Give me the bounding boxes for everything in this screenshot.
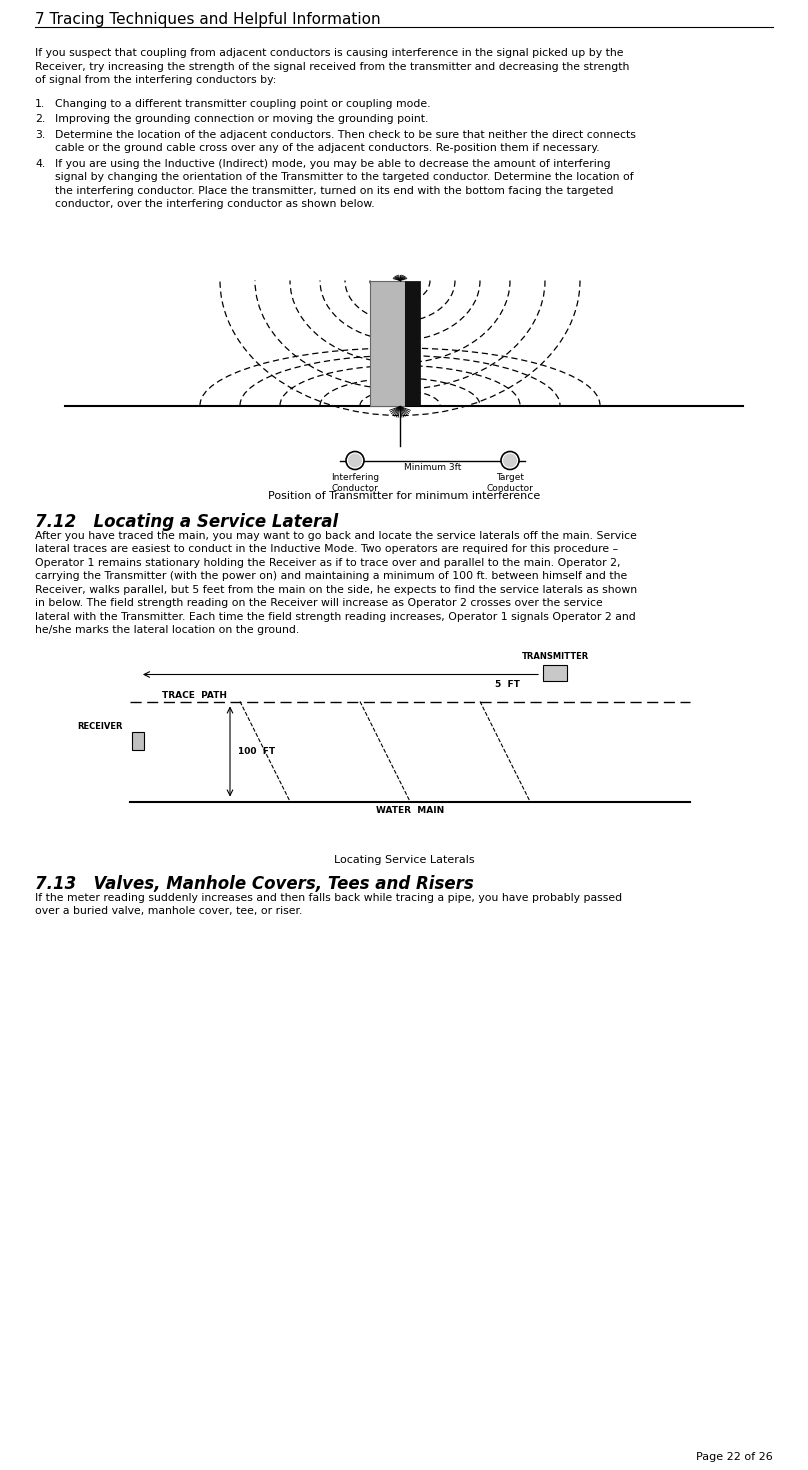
Text: signal by changing the orientation of the Transmitter to the targeted conductor.: signal by changing the orientation of th…: [55, 172, 633, 182]
Bar: [370, 281, 405, 406]
Text: Page 22 of 26: Page 22 of 26: [696, 1452, 773, 1463]
Text: TRACE  PATH: TRACE PATH: [162, 691, 228, 700]
Text: If you suspect that coupling from adjacent conductors is causing interference in: If you suspect that coupling from adjace…: [35, 49, 624, 57]
Text: 7 Tracing Techniques and Helpful Information: 7 Tracing Techniques and Helpful Informa…: [35, 12, 381, 26]
Text: If you are using the Inductive (Indirect) mode, you may be able to decrease the : If you are using the Inductive (Indirect…: [55, 159, 611, 169]
Text: 2.: 2.: [35, 115, 45, 123]
Text: he/she marks the lateral location on the ground.: he/she marks the lateral location on the…: [35, 625, 299, 635]
Text: in below. The field strength reading on the Receiver will increase as Operator 2: in below. The field strength reading on …: [35, 598, 603, 609]
Text: Locating Service Laterals: Locating Service Laterals: [334, 854, 474, 864]
Text: Target
Conductor: Target Conductor: [486, 472, 533, 492]
Text: lateral with the Transmitter. Each time the field strength reading increases, Op: lateral with the Transmitter. Each time …: [35, 612, 636, 622]
Text: WATER  MAIN: WATER MAIN: [376, 806, 444, 814]
Bar: [405, 281, 420, 406]
Text: cable or the ground cable cross over any of the adjacent conductors. Re-position: cable or the ground cable cross over any…: [55, 143, 600, 153]
Circle shape: [501, 451, 519, 469]
Text: Interfering
Conductor: Interfering Conductor: [331, 472, 379, 492]
Text: conductor, over the interfering conductor as shown below.: conductor, over the interfering conducto…: [55, 198, 375, 209]
Text: over a buried valve, manhole cover, tee, or riser.: over a buried valve, manhole cover, tee,…: [35, 906, 302, 916]
Text: Position of Transmitter for minimum interference: Position of Transmitter for minimum inte…: [268, 491, 540, 500]
Text: 7.13   Valves, Manhole Covers, Tees and Risers: 7.13 Valves, Manhole Covers, Tees and Ri…: [35, 875, 473, 892]
Bar: [543, 664, 567, 681]
Text: Changing to a different transmitter coupling point or coupling mode.: Changing to a different transmitter coup…: [55, 98, 431, 109]
Text: 1.: 1.: [35, 98, 45, 109]
Circle shape: [348, 454, 362, 467]
Text: TRANSMITTER: TRANSMITTER: [521, 651, 588, 660]
Text: Minimum 3ft: Minimum 3ft: [404, 463, 461, 472]
Text: Receiver, try increasing the strength of the signal received from the transmitte: Receiver, try increasing the strength of…: [35, 62, 629, 72]
Text: of signal from the interfering conductors by:: of signal from the interfering conductor…: [35, 75, 276, 85]
Text: Determine the location of the adjacent conductors. Then check to be sure that ne: Determine the location of the adjacent c…: [55, 129, 636, 140]
Text: If the meter reading suddenly increases and then falls back while tracing a pipe: If the meter reading suddenly increases …: [35, 892, 622, 903]
Text: After you have traced the main, you may want to go back and locate the service l: After you have traced the main, you may …: [35, 531, 637, 541]
Text: lateral traces are easiest to conduct in the Inductive Mode. Two operators are r: lateral traces are easiest to conduct in…: [35, 544, 618, 554]
Text: 100  FT: 100 FT: [238, 747, 276, 756]
Circle shape: [503, 454, 517, 467]
Text: Receiver, walks parallel, but 5 feet from the main on the side, he expects to fi: Receiver, walks parallel, but 5 feet fro…: [35, 585, 638, 594]
Text: Improving the grounding connection or moving the grounding point.: Improving the grounding connection or mo…: [55, 115, 428, 123]
Text: 5  FT: 5 FT: [495, 679, 520, 688]
Text: the interfering conductor. Place the transmitter, turned on its end with the bot: the interfering conductor. Place the tra…: [55, 185, 613, 196]
Text: 7.12   Locating a Service Lateral: 7.12 Locating a Service Lateral: [35, 513, 339, 531]
Text: RECEIVER: RECEIVER: [78, 722, 123, 731]
Text: 4.: 4.: [35, 159, 45, 169]
Text: carrying the Transmitter (with the power on) and maintaining a minimum of 100 ft: carrying the Transmitter (with the power…: [35, 570, 627, 581]
Circle shape: [346, 451, 364, 469]
Text: Operator 1 remains stationary holding the Receiver as if to trace over and paral: Operator 1 remains stationary holding th…: [35, 557, 621, 567]
Text: 3.: 3.: [35, 129, 45, 140]
Bar: [132, 732, 144, 750]
